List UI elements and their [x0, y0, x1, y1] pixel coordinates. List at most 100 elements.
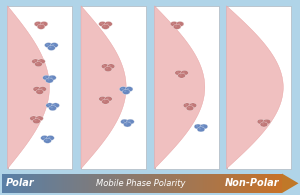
Bar — [196, 174, 197, 193]
Bar — [74, 174, 75, 193]
Bar — [172, 174, 174, 193]
Bar — [238, 174, 239, 193]
Circle shape — [103, 65, 105, 66]
Bar — [72, 174, 73, 193]
Bar — [19, 174, 20, 193]
Circle shape — [263, 119, 271, 124]
Circle shape — [40, 21, 48, 27]
Bar — [259, 174, 260, 193]
Bar — [16, 174, 18, 193]
Bar — [208, 174, 209, 193]
Bar — [142, 174, 143, 193]
Bar — [227, 174, 228, 193]
Circle shape — [121, 119, 128, 124]
Bar — [80, 174, 81, 193]
Bar — [137, 174, 138, 193]
Bar — [220, 174, 221, 193]
Bar — [132, 174, 134, 193]
Bar — [279, 174, 280, 193]
Bar — [88, 174, 89, 193]
Bar — [116, 174, 118, 193]
Bar — [257, 174, 258, 193]
Bar — [99, 174, 100, 193]
Bar — [40, 174, 41, 193]
Bar — [230, 174, 231, 193]
Circle shape — [102, 24, 110, 29]
Circle shape — [100, 23, 103, 24]
Bar — [173, 174, 175, 193]
Circle shape — [181, 70, 188, 75]
Text: Polar: Polar — [6, 178, 34, 188]
Bar — [29, 174, 31, 193]
Circle shape — [46, 136, 54, 141]
Bar — [228, 174, 229, 193]
Bar — [96, 174, 97, 193]
Bar — [42, 174, 43, 193]
Bar — [231, 174, 232, 193]
Bar — [159, 174, 160, 193]
Circle shape — [186, 105, 194, 111]
Circle shape — [47, 45, 56, 51]
Bar — [28, 174, 30, 193]
Bar — [44, 174, 46, 193]
Circle shape — [124, 90, 126, 92]
Bar — [28, 174, 29, 193]
Circle shape — [46, 103, 54, 108]
Bar — [260, 174, 261, 193]
Circle shape — [49, 75, 56, 80]
Bar — [103, 174, 104, 193]
Bar — [263, 174, 265, 193]
Circle shape — [183, 103, 191, 108]
Bar — [63, 174, 64, 193]
Circle shape — [52, 44, 55, 45]
Bar — [15, 174, 16, 193]
Bar — [26, 174, 27, 193]
Bar — [32, 174, 34, 193]
Bar — [213, 174, 214, 193]
Circle shape — [200, 124, 208, 129]
Bar — [120, 174, 122, 193]
Bar — [177, 174, 178, 193]
Bar — [226, 174, 227, 193]
Bar — [254, 174, 255, 193]
Bar — [178, 174, 179, 193]
Bar — [176, 174, 177, 193]
Bar — [56, 174, 57, 193]
Circle shape — [124, 122, 131, 127]
Bar — [90, 174, 92, 193]
Bar — [2, 174, 3, 193]
Circle shape — [104, 96, 112, 101]
Bar — [87, 174, 88, 193]
Bar — [124, 174, 125, 193]
Bar — [146, 174, 148, 193]
Circle shape — [101, 64, 109, 69]
Circle shape — [200, 124, 208, 129]
Bar — [100, 174, 102, 193]
Bar — [216, 174, 217, 193]
Circle shape — [194, 124, 202, 129]
Bar — [266, 174, 267, 193]
Circle shape — [262, 123, 264, 125]
Bar — [103, 174, 105, 193]
Circle shape — [49, 106, 56, 111]
Bar — [275, 174, 277, 193]
Circle shape — [44, 43, 52, 48]
Bar — [101, 174, 103, 193]
Bar — [115, 174, 116, 193]
Bar — [74, 174, 76, 193]
Bar — [53, 174, 54, 193]
Circle shape — [176, 21, 184, 27]
Circle shape — [185, 104, 187, 105]
Bar — [119, 174, 121, 193]
Bar — [112, 174, 113, 193]
Bar — [35, 174, 36, 193]
Circle shape — [48, 75, 56, 80]
Circle shape — [103, 25, 106, 27]
Bar — [77, 174, 79, 193]
Bar — [38, 174, 39, 193]
Circle shape — [47, 45, 55, 51]
Bar — [93, 174, 94, 193]
Circle shape — [50, 76, 52, 78]
Bar — [172, 174, 173, 193]
Bar — [143, 174, 144, 193]
